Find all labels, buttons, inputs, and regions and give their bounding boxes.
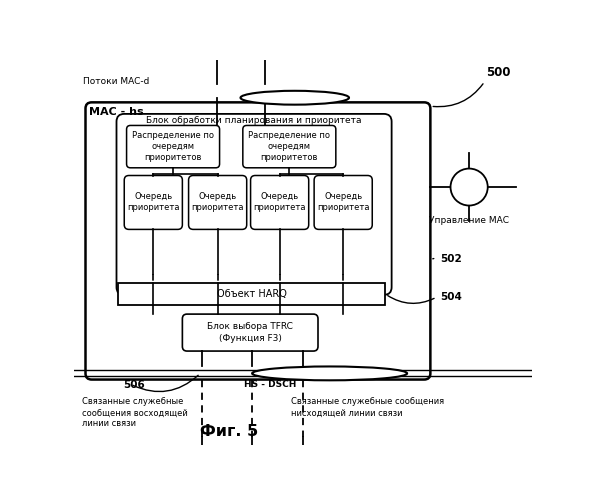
FancyBboxPatch shape	[86, 102, 430, 380]
Text: 504: 504	[440, 292, 462, 302]
Text: Связанные служебные
сообщения восходящей
линии связи: Связанные служебные сообщения восходящей…	[82, 398, 187, 428]
FancyBboxPatch shape	[189, 176, 246, 230]
Bar	[118, 284, 385, 305]
Text: Очередь
приоритета: Очередь приоритета	[191, 192, 244, 212]
Text: Блок обработки планирования и приоритета: Блок обработки планирования и приоритета	[147, 116, 362, 124]
FancyBboxPatch shape	[116, 114, 392, 295]
Text: Очередь
приоритета: Очередь приоритета	[317, 192, 369, 212]
FancyBboxPatch shape	[183, 314, 318, 351]
Text: Очередь
приоритета: Очередь приоритета	[127, 192, 180, 212]
Text: Управление МАС: Управление МАС	[429, 216, 509, 226]
Text: Объект HARQ: Объект HARQ	[217, 289, 287, 299]
Text: 500: 500	[486, 66, 511, 79]
Text: Потоки MAC-d: Потоки MAC-d	[83, 77, 150, 86]
Text: Распределение по
очередям
приоритетов: Распределение по очередям приоритетов	[248, 131, 330, 162]
FancyBboxPatch shape	[251, 176, 309, 230]
Text: Фиг. 5: Фиг. 5	[200, 424, 258, 439]
Text: MAC - hs: MAC - hs	[89, 106, 144, 117]
Text: 502: 502	[440, 254, 462, 264]
Text: Распределение по
очередям
приоритетов: Распределение по очередям приоритетов	[132, 131, 214, 162]
Ellipse shape	[241, 91, 349, 104]
Text: Связанные служебные сообщения
нисходящей линии связи: Связанные служебные сообщения нисходящей…	[291, 398, 444, 417]
Circle shape	[450, 168, 488, 205]
Text: Очередь
приоритета: Очередь приоритета	[254, 192, 306, 212]
FancyBboxPatch shape	[314, 176, 372, 230]
FancyBboxPatch shape	[126, 126, 220, 168]
FancyBboxPatch shape	[124, 176, 183, 230]
FancyBboxPatch shape	[243, 126, 336, 168]
Text: Блок выбора TFRC
(Функция F3): Блок выбора TFRC (Функция F3)	[207, 322, 293, 343]
Text: 506: 506	[123, 380, 144, 390]
Text: HS - DSCH: HS - DSCH	[244, 380, 297, 388]
Ellipse shape	[252, 366, 407, 380]
